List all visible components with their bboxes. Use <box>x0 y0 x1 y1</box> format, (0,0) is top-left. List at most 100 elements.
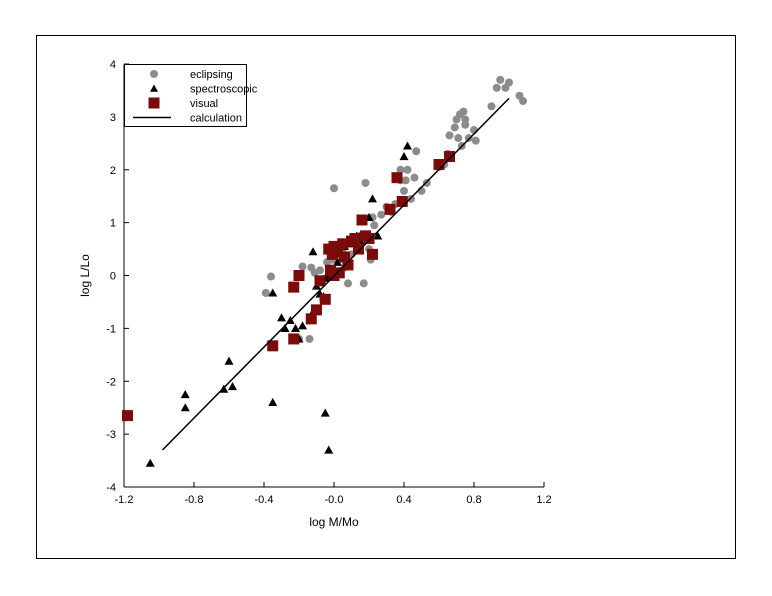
visual-point <box>433 158 445 170</box>
x-tick-label: -0.4 <box>255 494 274 506</box>
eclipsing-point <box>400 186 408 195</box>
eclipsing-point <box>396 165 405 174</box>
visual-point <box>363 232 375 244</box>
spectroscopic-point <box>268 397 278 406</box>
eclipsing-point <box>496 75 505 84</box>
eclipsing-point <box>487 102 496 111</box>
x-tick-label: 0.4 <box>396 494 411 506</box>
spectroscopic-point <box>298 321 307 330</box>
eclipsing-point <box>267 272 275 281</box>
eclipsing-point <box>261 288 270 297</box>
visual-point <box>349 232 361 244</box>
eclipsing-point <box>454 134 463 143</box>
visual-point <box>122 410 133 422</box>
eclipsing-point <box>330 184 338 193</box>
spectroscopic-point <box>373 231 383 240</box>
visual-point <box>332 246 343 258</box>
eclipsing-point <box>370 221 379 230</box>
y-tick-label: -2 <box>106 376 116 388</box>
spectroscopic-point <box>333 257 342 266</box>
eclipsing-point <box>445 131 454 140</box>
legend-label: visual <box>190 98 218 110</box>
visual-point <box>391 172 403 184</box>
spectroscopic-point <box>277 313 286 322</box>
spectroscopic-point <box>268 288 278 297</box>
legend-label: spectroscopic <box>190 84 258 96</box>
visual-point <box>288 281 300 293</box>
legend: eclipsing spectroscopic visual calculation <box>124 64 258 127</box>
x-tick-label: 0.8 <box>466 494 481 506</box>
y-tick-label: -3 <box>106 429 116 441</box>
y-tick-label: 0 <box>110 271 116 283</box>
eclipsing-point <box>461 115 470 124</box>
spectroscopic-point <box>368 194 377 203</box>
visual-point <box>353 243 364 255</box>
eclipsing-point <box>410 173 419 182</box>
eclipsing-point <box>505 78 513 87</box>
eclipsing-point <box>471 136 480 145</box>
visual-point <box>384 203 396 215</box>
calculation-line <box>161 97 510 451</box>
spectroscopic-point <box>291 323 300 332</box>
spectroscopic-point <box>180 389 190 399</box>
eclipsing-point <box>519 97 527 106</box>
eclipsing-point <box>464 134 473 143</box>
visual-point <box>293 270 305 281</box>
y-tick-label: -4 <box>106 482 116 494</box>
spectroscopic-point <box>399 152 409 161</box>
eclipsing-point <box>344 279 352 288</box>
y-tick-label: -1 <box>106 323 116 335</box>
eclipsing-point <box>359 279 368 288</box>
legend-swatch-circle <box>150 70 158 78</box>
x-tick-label: -0.8 <box>185 494 204 506</box>
legend-label: eclipsing <box>190 69 233 81</box>
x-tick-label: -0.0 <box>325 494 344 506</box>
legend-swatch-triangle <box>150 84 158 92</box>
y-tick-label: 1 <box>110 218 116 230</box>
eclipsing-point <box>316 266 324 275</box>
visual-point <box>337 238 349 250</box>
visual-point <box>396 195 408 207</box>
visual-point <box>319 293 331 305</box>
eclipsing-point <box>377 210 386 219</box>
spectroscopic-point <box>308 247 318 256</box>
visual-point <box>305 313 317 325</box>
eclipsing-point <box>412 147 421 156</box>
legend-label: calculation <box>190 113 242 125</box>
eclipsing-point <box>450 123 459 132</box>
visual-point <box>367 248 378 260</box>
spectroscopic-point <box>280 323 290 332</box>
y-tick-label: 3 <box>110 112 116 124</box>
chart-marks <box>122 75 527 467</box>
spectroscopic-point <box>180 403 190 412</box>
spectroscopic-point <box>224 356 234 365</box>
visual-point <box>339 251 350 263</box>
eclipsing-point <box>422 178 431 187</box>
visual-point <box>333 267 345 279</box>
spectroscopic-point <box>228 382 237 391</box>
y-tick-label: 4 <box>110 59 116 71</box>
spectroscopic-point <box>324 445 334 454</box>
visual-point <box>288 333 300 345</box>
axes: -1.2 -0.8 -0.4 -0.0 0.4 0.8 1.2 -4 -3 -2 -1 0 1 2 3 4 lo… <box>78 59 552 529</box>
eclipsing-point <box>401 176 410 185</box>
visual-point <box>444 151 455 163</box>
eclipsing-point <box>298 262 307 271</box>
y-axis-title: log L/Lo <box>78 254 92 297</box>
x-tick-label: 1.2 <box>536 494 551 506</box>
eclipsing-point <box>361 178 370 187</box>
visual-point <box>314 275 326 287</box>
spectroscopic-point <box>403 141 412 150</box>
visual-point <box>356 214 368 226</box>
visual-point <box>311 304 322 316</box>
eclipsing-point <box>305 334 314 343</box>
visual-point <box>342 259 354 271</box>
eclipsing-point <box>492 83 501 92</box>
spectroscopic-point <box>320 408 330 417</box>
spectroscopic-point <box>145 458 155 467</box>
x-axis-title: log M/Mo <box>309 515 359 529</box>
y-tick-label: 2 <box>110 165 116 177</box>
x-tick-label: -1.2 <box>115 494 134 506</box>
eclipsing-point <box>403 165 412 174</box>
